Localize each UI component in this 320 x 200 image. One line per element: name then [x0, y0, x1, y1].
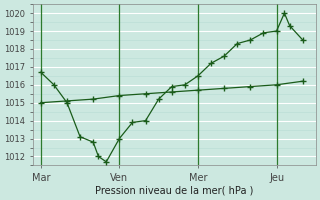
X-axis label: Pression niveau de la mer( hPa ): Pression niveau de la mer( hPa ) [95, 186, 253, 196]
